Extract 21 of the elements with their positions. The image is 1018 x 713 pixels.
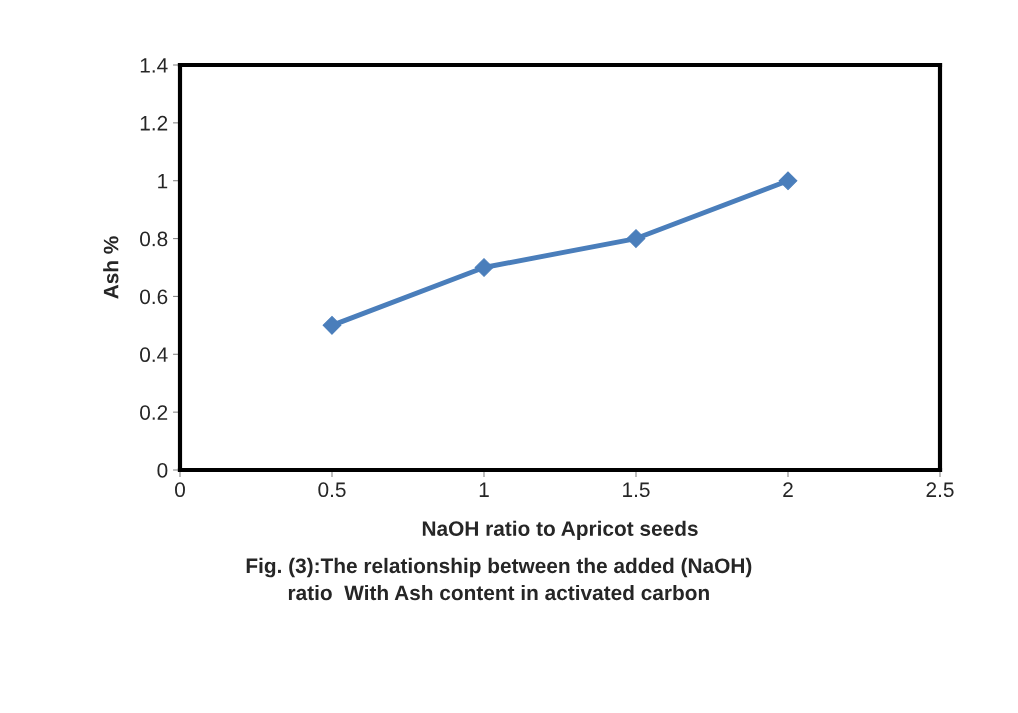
point [474, 258, 494, 277]
y-tick-label: 0.8 [140, 231, 168, 247]
y-tick-label: 1 [158, 173, 168, 189]
x-tick-label: 0 [175, 482, 185, 498]
point [778, 171, 798, 191]
x-tick-label: 0.5 [318, 482, 346, 498]
x-tick-label: 1.5 [623, 482, 650, 498]
y-tick-label: 0.6 [140, 289, 168, 305]
y-tick-label: 0.2 [140, 405, 168, 420]
x-tick-label: 1 [479, 482, 489, 497]
y-tick-label: 1.4 [140, 58, 168, 73]
y-tick-label: 0.4 [140, 347, 168, 363]
point [626, 229, 646, 248]
x-tick-label: 2 [783, 482, 793, 497]
point [322, 316, 342, 335]
y-axis-title: Ash % [103, 236, 119, 299]
x-tick-label: 2.5 [926, 482, 954, 498]
y-tick-label: 0 [157, 463, 168, 478]
y-tick-label: 1.2 [140, 115, 168, 131]
x-axis-title: NaOH ratio to Apricot seeds [422, 520, 698, 541]
text: Fig. (3):The relationship between the added (NaOH) ratio With Ash content in activated carbon [246, 557, 752, 601]
